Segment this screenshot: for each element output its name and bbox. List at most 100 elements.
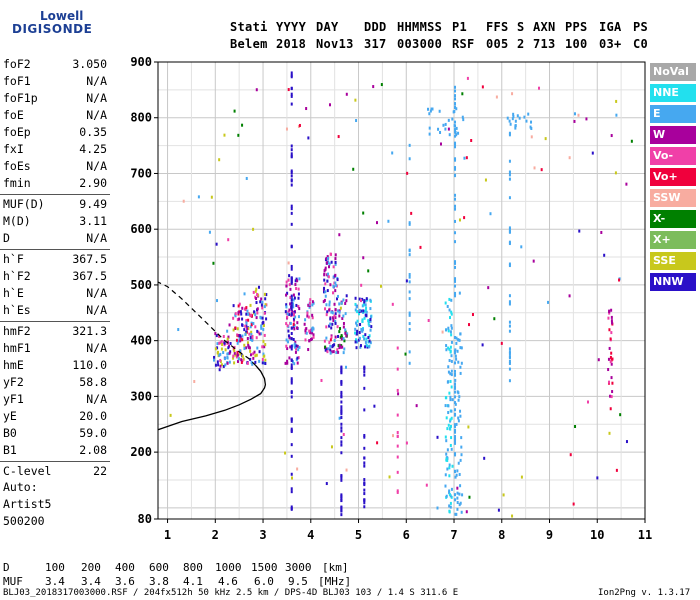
echo-point	[345, 334, 348, 338]
echo-point	[245, 306, 248, 310]
echo-point	[333, 343, 336, 347]
echo-point	[286, 315, 289, 319]
echo-point	[454, 361, 457, 365]
echo-point	[308, 339, 311, 343]
echo-point	[447, 423, 450, 427]
echo-point	[497, 508, 500, 512]
echo-point	[287, 329, 290, 333]
x-tick-label: 2	[212, 528, 219, 542]
echo-point	[508, 294, 511, 298]
x-tick-label: 5	[355, 528, 362, 542]
echo-point	[182, 199, 185, 203]
echo-point	[456, 349, 459, 353]
echo-point	[327, 272, 330, 276]
echo-point	[340, 496, 343, 500]
echo-point	[229, 342, 232, 346]
param-value: 0.35	[79, 125, 107, 139]
echo-point	[363, 373, 366, 377]
echo-point	[290, 155, 293, 159]
echo-point	[290, 169, 293, 173]
param-name: MUF(D)	[3, 197, 45, 211]
echo-point	[508, 350, 511, 354]
muf-value: 4.1	[183, 575, 203, 588]
echo-point	[241, 323, 244, 327]
echo-point	[454, 197, 457, 201]
echo-point	[311, 331, 314, 335]
legend-entry: W	[650, 126, 696, 144]
echo-point	[257, 285, 260, 289]
echo-point	[359, 299, 362, 303]
echo-point	[454, 475, 457, 479]
echo-point	[340, 400, 343, 404]
echo-point	[261, 321, 264, 325]
echo-point	[454, 386, 457, 390]
echo-point	[342, 351, 345, 355]
echo-point	[326, 256, 329, 260]
echo-point	[290, 395, 293, 399]
echo-point	[454, 134, 457, 138]
echo-point	[256, 292, 259, 296]
echo-point	[294, 279, 297, 283]
echo-point	[290, 307, 293, 311]
echo-point	[363, 464, 366, 468]
echo-point	[449, 372, 452, 376]
echo-point	[508, 119, 511, 123]
echo-point	[458, 395, 461, 399]
echo-point	[445, 328, 448, 332]
echo-point	[296, 279, 299, 283]
echo-point	[288, 312, 291, 316]
echo-point	[287, 278, 290, 282]
echo-point	[454, 402, 457, 406]
echo-point	[363, 370, 366, 374]
echo-point	[290, 264, 293, 268]
echo-point	[489, 212, 492, 216]
echo-point	[305, 331, 308, 335]
echo-point	[352, 167, 355, 171]
echo-point	[263, 361, 266, 365]
param-separator	[0, 249, 110, 250]
echo-point	[447, 127, 450, 131]
echo-point	[375, 221, 378, 225]
echo-point	[454, 401, 457, 405]
param-value: N/A	[86, 91, 107, 105]
echo-point	[608, 431, 611, 435]
param-name: C-level	[3, 464, 52, 478]
echo-point	[340, 412, 343, 416]
echo-point	[455, 336, 458, 340]
echo-point	[323, 269, 326, 273]
echo-point	[290, 347, 293, 351]
echo-point	[586, 400, 589, 404]
echo-point	[236, 318, 239, 322]
echo-point	[355, 321, 358, 325]
echo-point	[288, 356, 291, 360]
echo-point	[364, 299, 367, 303]
header-label-p1: P1	[452, 20, 468, 34]
param-value: N/A	[86, 341, 107, 355]
echo-point	[454, 493, 457, 497]
echo-point	[296, 321, 299, 325]
echo-point	[333, 314, 336, 318]
distance-value: 100	[45, 561, 65, 574]
echo-point	[342, 337, 345, 341]
echo-point	[241, 306, 244, 310]
echo-point	[367, 322, 370, 326]
echo-point	[454, 349, 457, 353]
echo-point	[508, 320, 511, 324]
echo-point	[334, 260, 337, 264]
echo-point	[463, 216, 466, 220]
echo-point	[254, 325, 257, 329]
echo-point	[444, 435, 447, 439]
echo-point	[249, 325, 252, 329]
echo-point	[295, 347, 298, 351]
echo-point	[454, 174, 457, 178]
echo-point	[444, 301, 447, 305]
echo-point	[508, 227, 511, 231]
echo-point	[244, 332, 247, 336]
echo-point	[356, 319, 359, 323]
echo-point	[326, 279, 329, 283]
echo-point	[224, 363, 227, 367]
echo-point	[287, 261, 290, 265]
echo-point	[508, 355, 511, 359]
echo-point	[454, 369, 457, 373]
echo-point	[454, 382, 457, 386]
